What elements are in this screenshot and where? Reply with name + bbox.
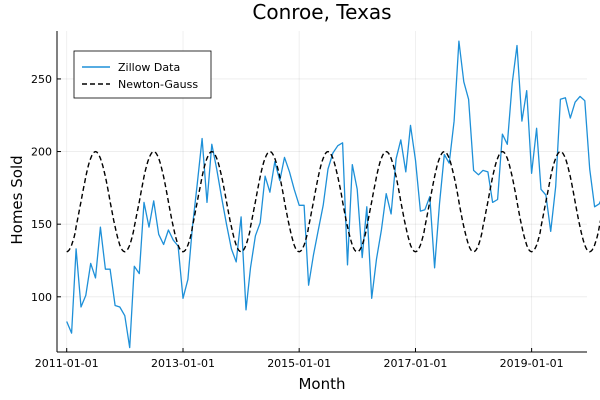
legend-box — [73, 50, 212, 99]
x-axis-label: Month — [298, 375, 345, 393]
series-line-newton-gauss — [66, 150, 600, 253]
legend-label-zillow: Zillow Data — [118, 61, 180, 74]
series-line-zillow-data — [66, 40, 600, 349]
y-tick-label: 100 — [31, 291, 52, 304]
y-tick-label: 250 — [31, 73, 52, 86]
x-tick-label: 2013-01-01 — [151, 357, 215, 370]
chart-title: Conroe, Texas — [252, 0, 391, 24]
x-tick-label: 2015-01-01 — [267, 357, 331, 370]
y-tick-label: 150 — [31, 218, 52, 231]
legend: Zillow Data Newton-Gauss — [73, 50, 212, 99]
x-tick-label: 2017-01-01 — [384, 357, 448, 370]
y-tick-label: 200 — [31, 146, 52, 159]
axis-layer: 2011-01-01 2013-01-01 2015-01-01 2017-01-01… — [31, 31, 587, 370]
x-tick-label: 2011-01-01 — [35, 357, 99, 370]
x-tick-label: 2019-01-01 — [500, 357, 564, 370]
y-axis-label: Homes Sold — [8, 155, 26, 244]
legend-label-newton-gauss: Newton-Gauss — [118, 78, 198, 91]
series-layer — [66, 40, 600, 349]
